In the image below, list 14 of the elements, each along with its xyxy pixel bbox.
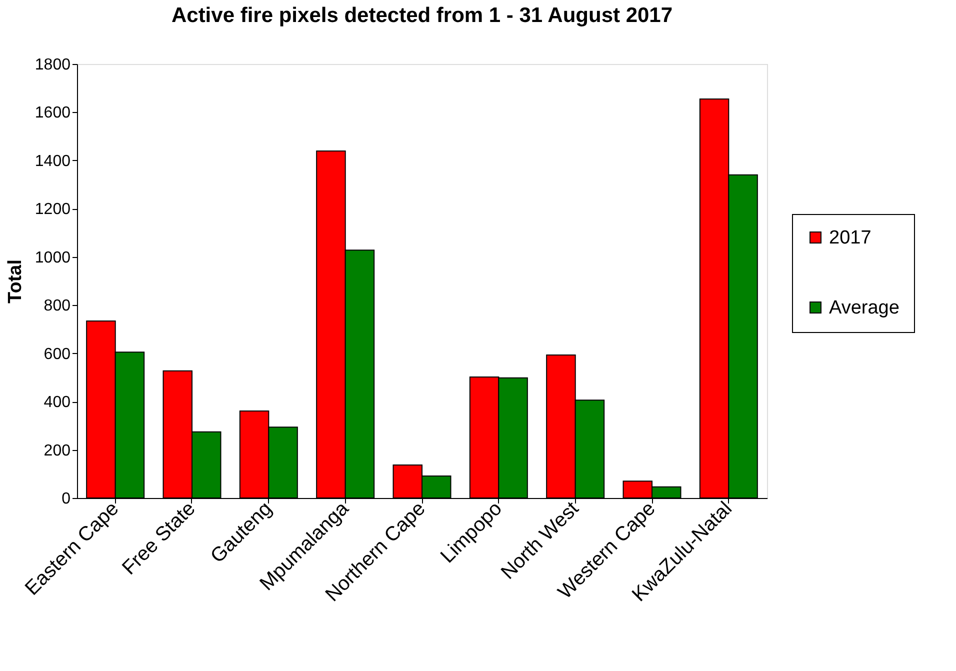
y-tick-label: 1600 <box>34 104 71 122</box>
y-tick-label: 1400 <box>34 152 71 170</box>
legend-label: Average <box>829 298 900 318</box>
y-axis-title: Total <box>4 260 26 304</box>
y-tick-label: 800 <box>44 298 71 315</box>
y-tick-label: 0 <box>62 490 71 508</box>
legend-label: 2017 <box>829 228 872 248</box>
y-tick-label: 400 <box>44 394 71 412</box>
y-tick-label: 200 <box>44 442 71 460</box>
y-tick-label: 600 <box>44 346 71 363</box>
chart-title: Active fire pixels detected from 1 - 31 August 2017 <box>171 4 673 27</box>
y-tick-label: 1800 <box>34 56 71 74</box>
y-tick-label: 1200 <box>34 201 71 218</box>
y-tick-label: 1000 <box>34 249 71 266</box>
